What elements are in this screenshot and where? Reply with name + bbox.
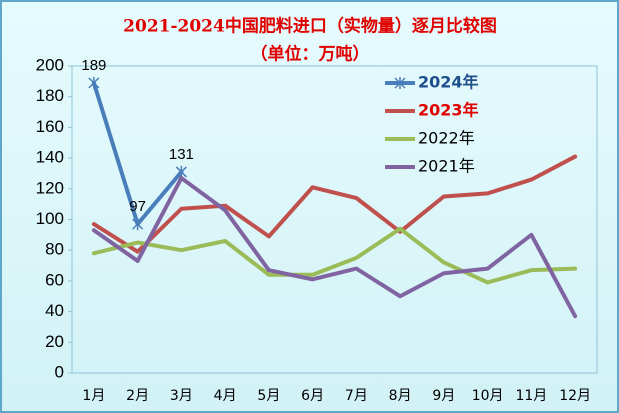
x-tick-label: 9月 xyxy=(432,388,455,404)
data-label: 97 xyxy=(129,198,146,215)
marker xyxy=(175,165,187,178)
legend-label: 2022年 xyxy=(418,129,475,148)
x-tick-label: 4月 xyxy=(214,388,237,404)
legend-label: 2021年 xyxy=(418,157,475,176)
y-tick-label: 140 xyxy=(36,148,64,167)
x-tick-label: 5月 xyxy=(257,388,280,404)
y-tick-label: 160 xyxy=(36,117,64,136)
legend-label: 2023年 xyxy=(418,101,479,120)
y-tick-label: 180 xyxy=(36,86,64,105)
y-tick-label: 40 xyxy=(45,301,64,320)
x-tick-label: 11月 xyxy=(515,388,547,404)
x-tick-label: 7月 xyxy=(345,388,368,404)
marker xyxy=(88,76,100,89)
x-tick-label: 1月 xyxy=(82,388,105,404)
y-tick-label: 200 xyxy=(36,55,64,74)
x-tick-label: 8月 xyxy=(389,388,412,404)
y-tick-label: 60 xyxy=(45,270,64,289)
x-tick-label: 10月 xyxy=(472,388,504,404)
legend-label: 2024年 xyxy=(418,73,479,92)
y-tick-label: 120 xyxy=(36,178,64,197)
series-line xyxy=(91,226,578,285)
x-tick-label: 6月 xyxy=(301,388,324,404)
x-tick-label: 2月 xyxy=(126,388,149,404)
chart-title: 2021-2024中国肥料进口（实物量）逐月比较图 xyxy=(123,16,497,37)
data-label: 189 xyxy=(81,57,106,74)
y-tick-label: 80 xyxy=(45,240,64,259)
chart-subtitle: （单位：万吨） xyxy=(251,44,370,65)
x-tick-label: 3月 xyxy=(170,388,193,404)
y-tick-label: 100 xyxy=(36,209,64,228)
series-line xyxy=(91,154,578,254)
series-line xyxy=(91,176,578,319)
y-tick-label: 0 xyxy=(55,362,64,381)
y-tick-label: 20 xyxy=(45,332,64,351)
marker xyxy=(132,218,144,231)
x-tick-label: 12月 xyxy=(559,388,591,404)
data-label: 131 xyxy=(169,146,194,163)
legend-marker xyxy=(394,77,406,89)
